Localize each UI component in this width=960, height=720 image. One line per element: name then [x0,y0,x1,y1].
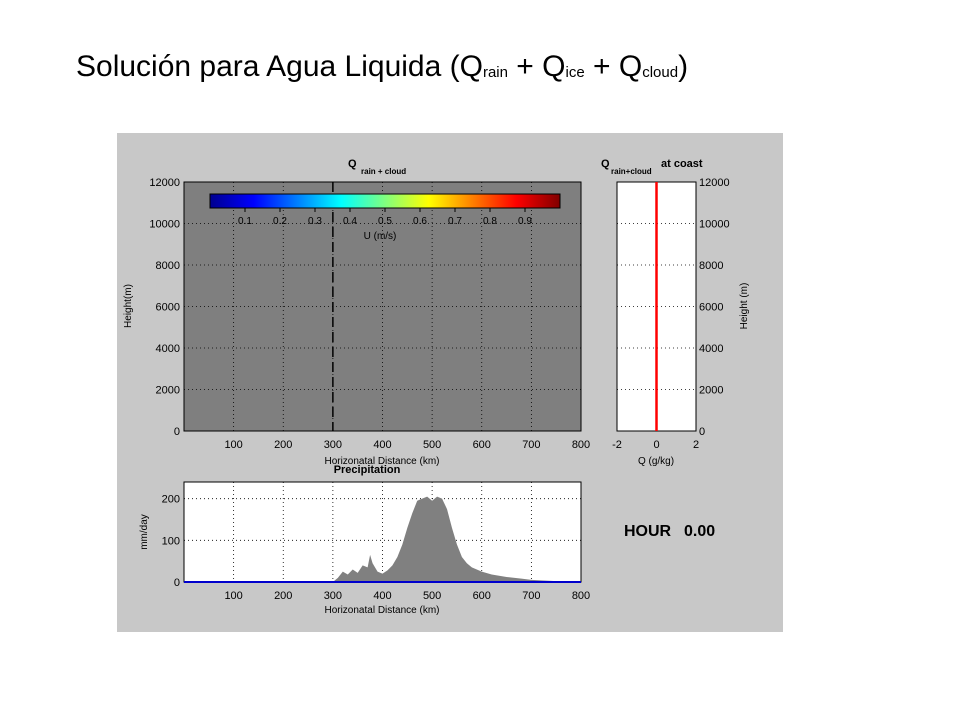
coast-xtick-label: -2 [612,439,622,451]
main-ytick-label: 6000 [156,302,180,314]
main-ytick-label: 2000 [156,385,180,397]
precip-ytick-label: 0 [174,577,180,589]
main-xlabel: Horizonatal Distance (km) [324,456,439,467]
colorbar-tick-label: 0.6 [413,216,427,227]
coast-ytick-label: 10000 [699,219,730,231]
colorbar-tick-label: 0.8 [483,216,497,227]
colorbar-tick-label: 0.3 [308,216,322,227]
precip-xtick-label: 600 [473,590,491,602]
precip-grid [184,482,581,582]
main-xtick-label: 100 [224,439,242,451]
precip-xlabel: Horizonatal Distance (km) [324,605,439,616]
precip-xtick-label: 100 [224,590,242,602]
main-xtick-label: 400 [373,439,391,451]
slide-title: Solución para Agua Liquida (Qrain + Qice… [76,50,689,83]
precip-xtick-label: 700 [522,590,540,602]
hour-value: 0.00 [684,523,715,540]
precip-xtick-label: 800 [572,590,590,602]
coast-ytick-label: 0 [699,426,705,438]
hour-label: HOUR [624,523,672,540]
main-title-sub: rain + cloud [361,167,406,176]
coast-ytick-label: 2000 [699,385,723,397]
main-xtick-label: 800 [572,439,590,451]
main-title: Q [348,158,357,170]
colorbar-tick-label: 0.2 [273,216,287,227]
coast-title: Q [601,158,610,170]
colorbar-tick-label: 0.1 [238,216,252,227]
precip-ytick-label: 100 [162,535,180,547]
main-xtick-label: 500 [423,439,441,451]
main-ytick-label: 12000 [149,177,180,189]
precip-xtick-label: 400 [373,590,391,602]
colorbar [209,193,561,209]
colorbar-label: U (m/s) [364,231,397,242]
figure-canvas: Q rain + cloud 100 200 300 400 500 600 700 800 … [123,158,750,616]
precip-xtick-label: 300 [324,590,342,602]
coast-xtick-label: 2 [693,439,699,451]
coast-xtick-label: 0 [653,439,659,451]
precip-area [332,496,581,582]
colorbar-tick-label: 0.4 [343,216,357,227]
coast-title-suffix: at coast [661,158,703,170]
main-xtick-label: 600 [473,439,491,451]
main-ytick-label: 4000 [156,343,180,355]
precip-xtick-label: 200 [274,590,292,602]
coast-title-sub: rain+cloud [611,167,652,176]
main-ylabel: Height(m) [123,284,134,328]
coast-ylabel: Height (m) [739,283,750,330]
coast-ytick-label: 12000 [699,177,730,189]
figure-window: Q rain + cloud 100 200 300 400 500 600 700 800 … [117,133,783,632]
precip-ytick-label: 200 [162,494,180,506]
coast-ytick-label: 8000 [699,260,723,272]
colorbar-tick-label: 0.7 [448,216,462,227]
main-ytick-label: 8000 [156,260,180,272]
precip-ylabel: mm/day [139,514,150,550]
main-xtick-label: 200 [274,439,292,451]
precip-title: Precipitation [334,464,401,476]
precip-xtick-label: 500 [423,590,441,602]
main-ytick-label: 0 [174,426,180,438]
coast-ytick-label: 6000 [699,302,723,314]
colorbar-tick-label: 0.9 [518,216,532,227]
coast-ytick-label: 4000 [699,343,723,355]
main-xtick-label: 300 [324,439,342,451]
main-xtick-label: 700 [522,439,540,451]
colorbar-tick-label: 0.5 [378,216,392,227]
coast-xlabel: Q (g/kg) [638,456,674,467]
main-ytick-label: 10000 [149,219,180,231]
